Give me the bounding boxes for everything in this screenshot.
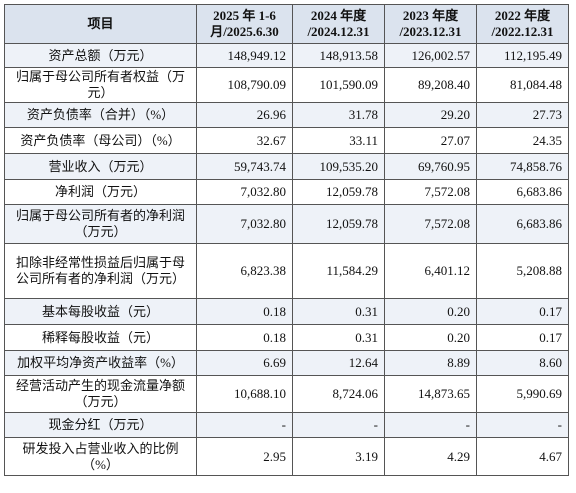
value-cell: 7,572.08 (384, 204, 477, 244)
value-cell: 12.64 (292, 350, 385, 376)
header-cell: 2023 年度 /2023.12.31 (384, 4, 477, 44)
header-cell: 项目 (4, 4, 197, 44)
table-row: 资产总额（万元） 148,949.12 148,913.58 126,002.57 11… (4, 43, 569, 68)
value-cell: 8,724.06 (292, 375, 385, 413)
table-row: 归属于母公司所有者的净利润（万元） 7,032.80 12,059.78 7,572.… (4, 204, 569, 244)
value-cell: - (196, 412, 293, 438)
table-row: 稀释每股收益（元） 0.18 0.31 0.20 0.17 (4, 324, 569, 351)
table-row: 基本每股收益（元） 0.18 0.31 0.20 0.17 (4, 298, 569, 325)
value-cell: 0.20 (384, 298, 477, 325)
table-row: 营业收入（万元） 59,743.74 109,535.20 69,760.95 74,8… (4, 153, 569, 180)
table-row: 研发投入占营业收入的比例（%） 2.95 3.19 4.29 4.67 (4, 437, 569, 476)
label-cell: 资产负债率（合并）（%） (4, 102, 197, 128)
value-cell: 2.95 (196, 437, 293, 476)
value-cell: 108,790.09 (196, 67, 293, 103)
value-cell: 6,823.38 (196, 243, 293, 299)
value-cell: 126,002.57 (384, 43, 477, 68)
value-cell: 6,401.12 (384, 243, 477, 299)
value-cell: 33.11 (292, 127, 385, 154)
value-cell: 4.29 (384, 437, 477, 476)
label-cell: 加权平均净资产收益率（%） (4, 350, 197, 376)
value-cell: 6.69 (196, 350, 293, 376)
value-cell: 26.96 (196, 102, 293, 128)
value-cell: 101,590.09 (292, 67, 385, 103)
label-cell: 资产总额（万元） (4, 43, 197, 68)
value-cell: 4.67 (476, 437, 569, 476)
value-cell: 148,913.58 (292, 43, 385, 68)
value-cell: 27.07 (384, 127, 477, 154)
value-cell: 0.20 (384, 324, 477, 351)
table-row: 扣除非经常性损益后归属于母公司所有者的净利润（万元） 6,823.38 11,584… (4, 243, 569, 299)
value-cell: 0.18 (196, 324, 293, 351)
table-body: 资产总额（万元） 148,949.12 148,913.58 126,002.57 11… (4, 43, 569, 476)
label-cell: 归属于母公司所有者的净利润（万元） (4, 204, 197, 244)
label-cell: 营业收入（万元） (4, 153, 197, 180)
value-cell: 10,688.10 (196, 375, 293, 413)
value-cell: 29.20 (384, 102, 477, 128)
value-cell: - (476, 412, 569, 438)
value-cell: 6,683.86 (476, 204, 569, 244)
value-cell: 27.73 (476, 102, 569, 128)
value-cell: 3.19 (292, 437, 385, 476)
value-cell: 109,535.20 (292, 153, 385, 180)
table-row: 加权平均净资产收益率（%） 6.69 12.64 8.89 8.60 (4, 350, 569, 376)
value-cell: 5,990.69 (476, 375, 569, 413)
label-cell: 稀释每股收益（元） (4, 324, 197, 351)
value-cell: 148,949.12 (196, 43, 293, 68)
value-cell: 0.18 (196, 298, 293, 325)
value-cell: 12,059.78 (292, 204, 385, 244)
value-cell: 5,208.88 (476, 243, 569, 299)
label-cell: 归属于母公司所有者权益（万元） (4, 67, 197, 103)
label-cell: 净利润（万元） (4, 179, 197, 205)
value-cell: 12,059.78 (292, 179, 385, 205)
value-cell: 7,572.08 (384, 179, 477, 205)
header-row: 项目 2025 年 1-6 月/2025.6.30 2024 年度 /2024.12… (4, 4, 569, 44)
value-cell: 81,084.48 (476, 67, 569, 103)
value-cell: 0.31 (292, 324, 385, 351)
value-cell: 8.60 (476, 350, 569, 376)
value-cell: 11,584.29 (292, 243, 385, 299)
value-cell: 7,032.80 (196, 204, 293, 244)
value-cell: 8.89 (384, 350, 477, 376)
value-cell: 0.17 (476, 324, 569, 351)
value-cell: 24.35 (476, 127, 569, 154)
label-cell: 经营活动产生的现金流量净额（万元） (4, 375, 197, 413)
label-cell: 研发投入占营业收入的比例（%） (4, 437, 197, 476)
financial-table: 项目 2025 年 1-6 月/2025.6.30 2024 年度 /2024.12… (4, 4, 569, 476)
value-cell: 89,208.40 (384, 67, 477, 103)
header-cell: 2025 年 1-6 月/2025.6.30 (196, 4, 293, 44)
value-cell: - (384, 412, 477, 438)
value-cell: 0.31 (292, 298, 385, 325)
table-row: 现金分红（万元） - - - - (4, 412, 569, 438)
table-row: 归属于母公司所有者权益（万元） 108,790.09 101,590.09 89,20… (4, 67, 569, 103)
table-row: 资产负债率（合并）（%） 26.96 31.78 29.20 27.73 (4, 102, 569, 128)
label-cell: 资产负债率（母公司）（%） (4, 127, 197, 154)
value-cell: 7,032.80 (196, 179, 293, 205)
header-cell: 2022 年度 /2022.12.31 (476, 4, 569, 44)
table-row: 净利润（万元） 7,032.80 12,059.78 7,572.08 6,683.86 (4, 179, 569, 205)
value-cell: 31.78 (292, 102, 385, 128)
value-cell: 32.67 (196, 127, 293, 154)
label-cell: 基本每股收益（元） (4, 298, 197, 325)
value-cell: 69,760.95 (384, 153, 477, 180)
value-cell: - (292, 412, 385, 438)
table-row: 资产负债率（母公司）（%） 32.67 33.11 27.07 24.35 (4, 127, 569, 154)
value-cell: 59,743.74 (196, 153, 293, 180)
value-cell: 14,873.65 (384, 375, 477, 413)
table-row: 经营活动产生的现金流量净额（万元） 10,688.10 8,724.06 14,873… (4, 375, 569, 413)
header-cell: 2024 年度 /2024.12.31 (292, 4, 385, 44)
label-cell: 扣除非经常性损益后归属于母公司所有者的净利润（万元） (4, 243, 197, 299)
value-cell: 0.17 (476, 298, 569, 325)
value-cell: 74,858.76 (476, 153, 569, 180)
label-cell: 现金分红（万元） (4, 412, 197, 438)
value-cell: 112,195.49 (476, 43, 569, 68)
value-cell: 6,683.86 (476, 179, 569, 205)
